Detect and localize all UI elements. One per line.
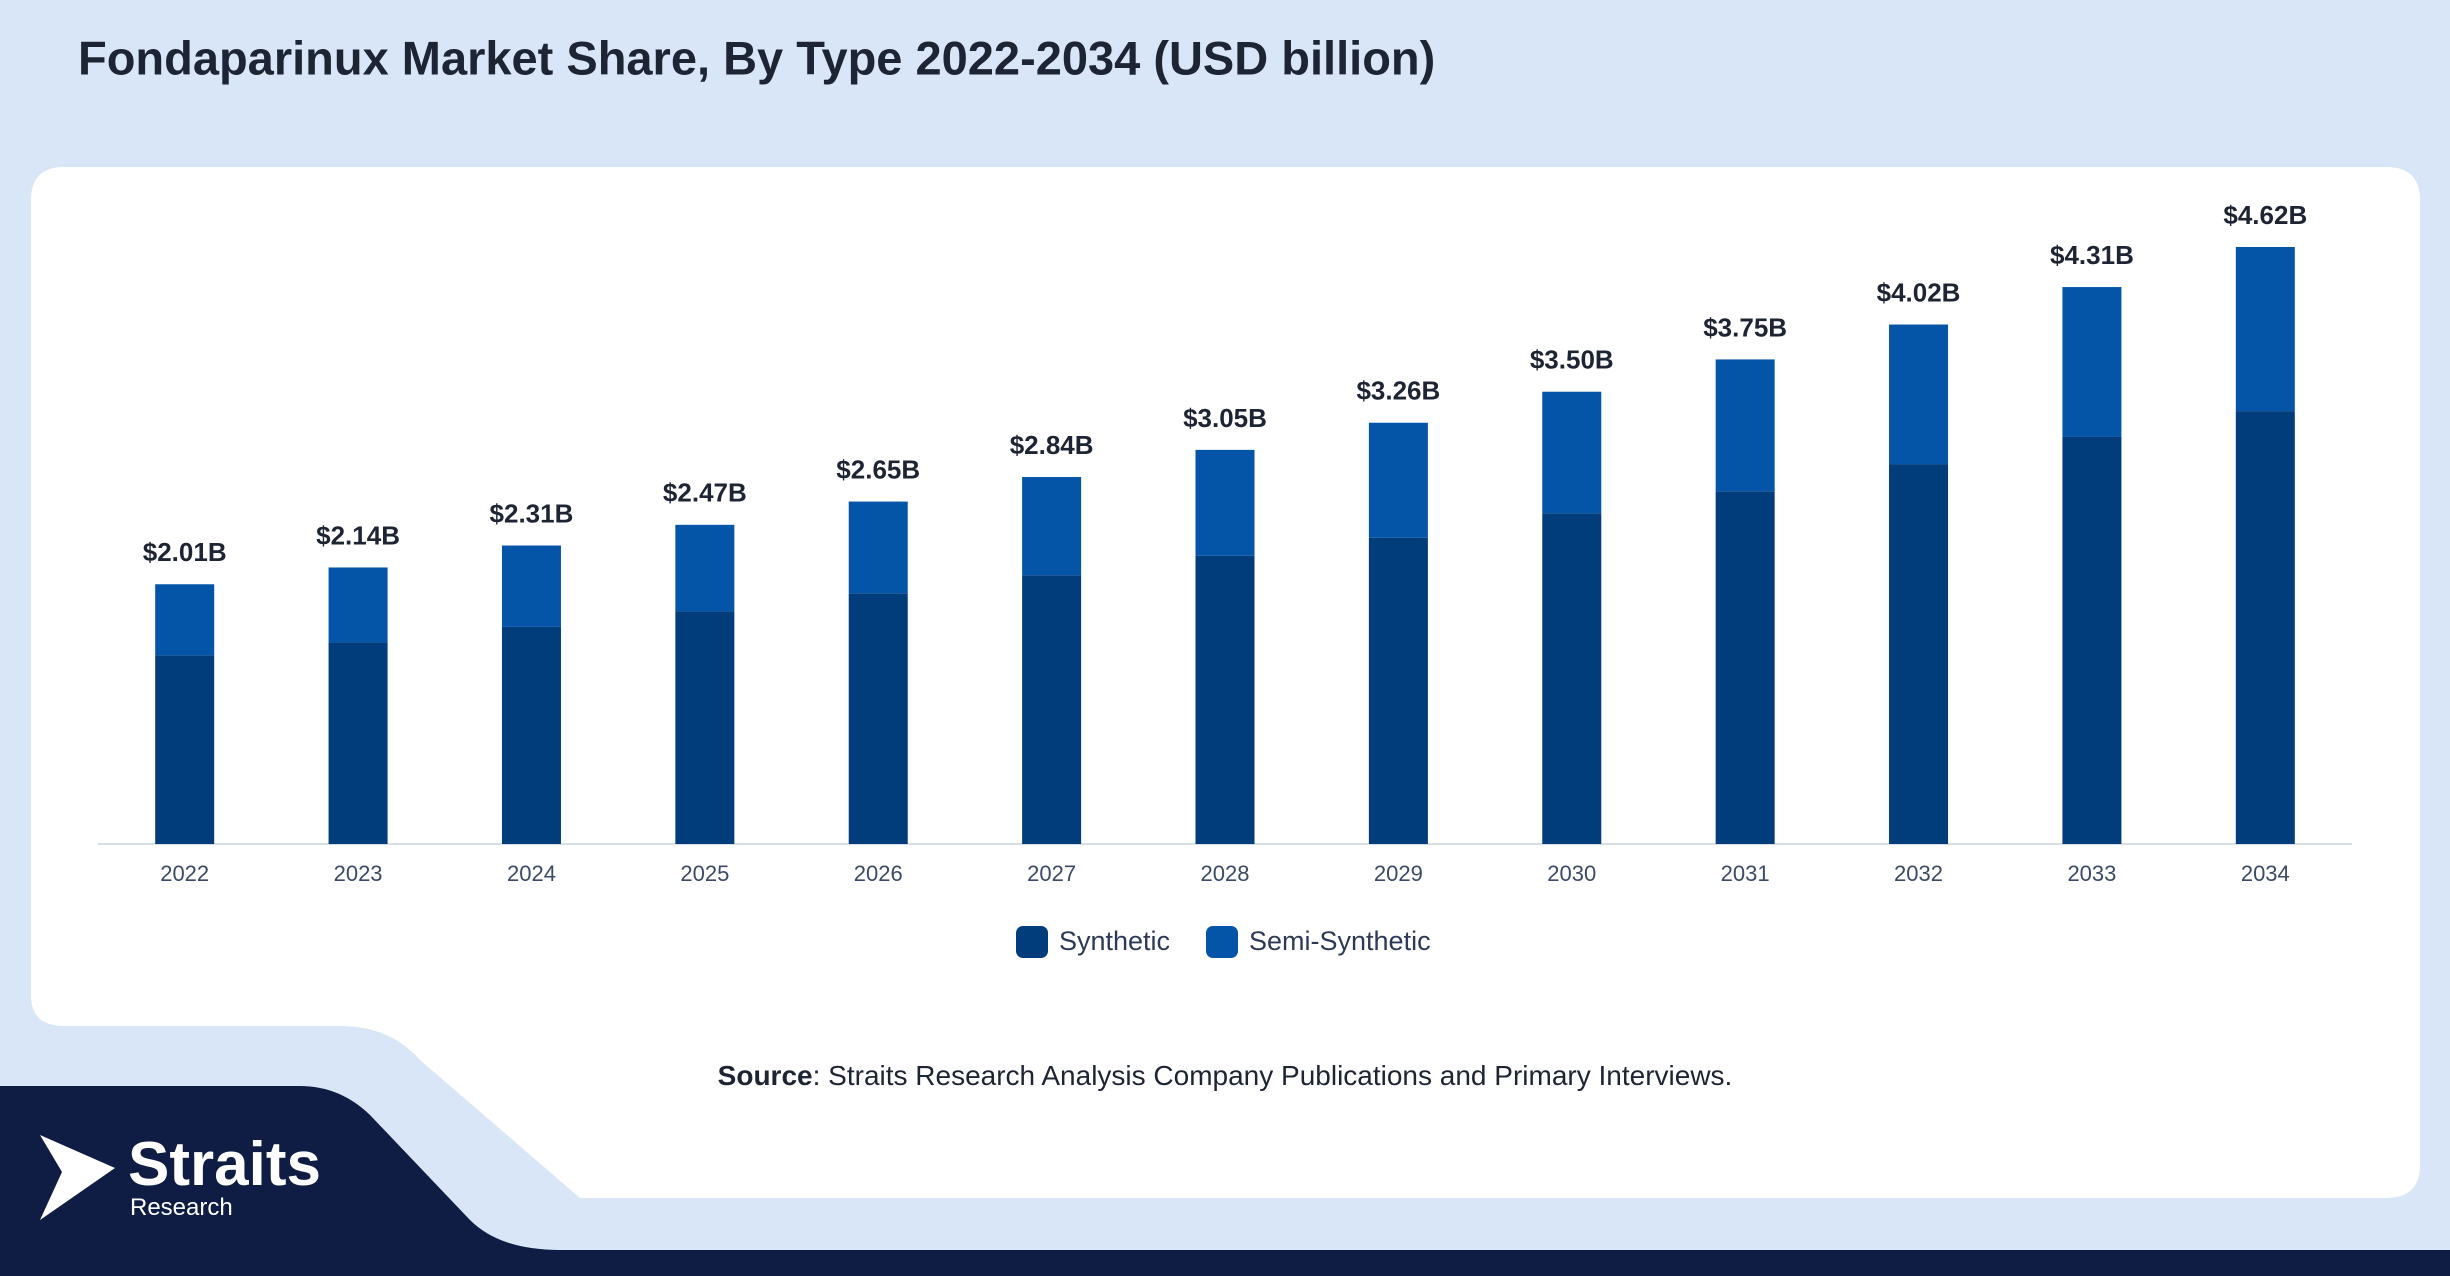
x-tick-label: 2023 <box>334 861 383 886</box>
bar-segment <box>1715 359 1775 492</box>
bar-segment <box>1022 477 1082 576</box>
source-label: Source <box>718 1060 813 1091</box>
total-label: $2.65B <box>836 454 920 484</box>
total-label: $4.62B <box>2223 200 2307 230</box>
bar-segment <box>501 626 561 844</box>
bar-segment <box>1542 513 1602 844</box>
total-label: $3.05B <box>1183 403 1267 433</box>
legend-label: Synthetic <box>1059 926 1170 956</box>
x-tick-label: 2026 <box>854 861 903 886</box>
total-label: $2.47B <box>663 478 747 508</box>
bar-segment <box>1368 537 1428 844</box>
bar-segment <box>2062 287 2122 437</box>
total-label: $2.31B <box>490 498 574 528</box>
total-label: $3.26B <box>1356 376 1440 406</box>
x-tick-label: 2027 <box>1027 861 1076 886</box>
total-label: $2.14B <box>316 520 400 550</box>
legend-swatch <box>1206 926 1238 958</box>
bar-segment <box>155 584 215 656</box>
bar-segment <box>675 524 735 612</box>
x-tick-label: 2024 <box>507 861 556 886</box>
x-tick-label: 2029 <box>1374 861 1423 886</box>
bar-segment <box>1889 324 1949 465</box>
bar-segment <box>501 545 561 627</box>
bar-segment <box>675 611 735 844</box>
total-label: $3.50B <box>1530 345 1614 375</box>
logo-icon <box>40 1135 115 1220</box>
bar-segment <box>155 655 215 844</box>
logo-name: Straits <box>128 1130 321 1199</box>
total-label: $4.31B <box>2050 240 2134 270</box>
x-tick-label: 2022 <box>160 861 209 886</box>
x-tick-label: 2025 <box>680 861 729 886</box>
bar-segment <box>1195 555 1255 844</box>
total-label: $2.01B <box>143 537 227 567</box>
bar-segment <box>1889 464 1949 844</box>
x-tick-label: 2031 <box>1721 861 1770 886</box>
plot: $2.01B 2022 $2.14B 2023 $2.31B 2024 $2.47B 2025… <box>98 200 2352 958</box>
bar-segment <box>1195 449 1255 556</box>
x-tick-label: 2032 <box>1894 861 1943 886</box>
source: Source: Straits Research Analysis Compan… <box>718 1060 1733 1091</box>
bar-segment <box>328 567 388 643</box>
bar-segment <box>848 593 908 844</box>
x-tick-label: 2030 <box>1547 861 1596 886</box>
x-tick-label: 2033 <box>2067 861 2116 886</box>
x-tick-label: 2028 <box>1201 861 1250 886</box>
bar-segment <box>328 642 388 844</box>
total-label: $2.84B <box>1010 430 1094 460</box>
x-tick-label: 2034 <box>2241 861 2290 886</box>
logo-sub: Research <box>130 1194 233 1221</box>
bar-segment <box>1368 422 1428 538</box>
bar-segment <box>1715 491 1775 844</box>
legend-swatch <box>1016 926 1048 958</box>
legend-label: Semi-Synthetic <box>1249 926 1431 956</box>
bar-segment <box>2235 411 2295 844</box>
source-text: : Straits Research Analysis Company Publ… <box>813 1060 1733 1091</box>
total-label: $3.75B <box>1703 312 1787 342</box>
total-label: $4.02B <box>1877 277 1961 307</box>
bar-segment <box>2235 247 2295 412</box>
bar-segment <box>2062 436 2122 844</box>
chart-title: Fondaparinux Market Share, By Type 2022-… <box>78 31 1435 84</box>
bar-segment <box>1022 575 1082 844</box>
footer-band <box>0 1086 2450 1276</box>
bar-segment <box>848 501 908 594</box>
bar-segment <box>1542 391 1602 514</box>
